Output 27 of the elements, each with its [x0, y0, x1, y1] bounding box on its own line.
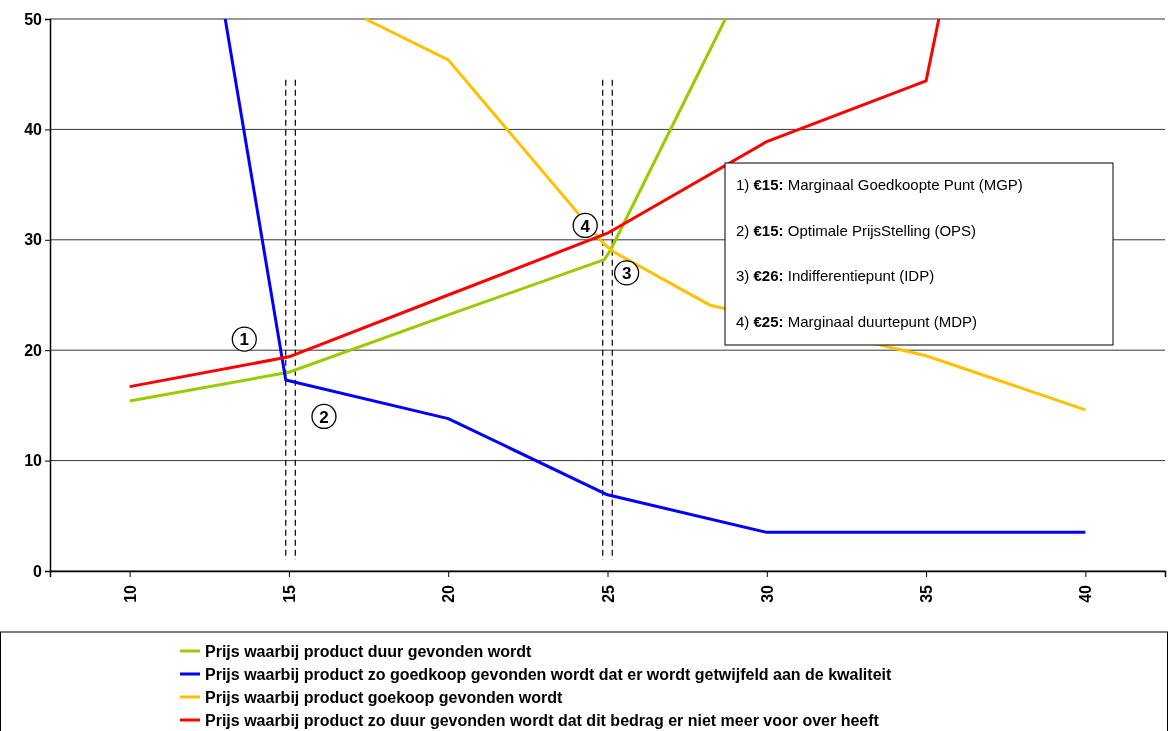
line-series: [223, 17, 1087, 534]
annotation: 3: [621, 264, 632, 284]
x-tick-label: 25: [599, 584, 617, 603]
legend-label: Prijs waarbij product zo goedkoop gevonden wordt dat er wordt getwijfeld aan de kwaliteit: [205, 665, 892, 683]
line-series: [128, 17, 727, 403]
y-tick-label: 50: [24, 10, 43, 28]
y-tick-label: 0: [33, 562, 43, 580]
x-tick-label: 15: [281, 584, 299, 603]
annotation: 3) €26: Indifferentiepunt (IDP): [736, 267, 935, 284]
annotation: 1) €15: Marginaal Goedkoopte Punt (MGP): [736, 176, 1023, 193]
y-tick-label: 30: [24, 231, 43, 249]
legend-label: Prijs waarbij product zo duur gevonden wordt dat dit bedrag er niet meer voor over heeft: [205, 711, 880, 729]
legend-label: Prijs waarbij product duur gevonden wordt: [205, 642, 532, 660]
annotation: 1: [239, 330, 250, 350]
x-tick-label: 10: [121, 584, 139, 603]
y-tick-label: 40: [24, 121, 43, 139]
annotation: 2: [319, 407, 329, 427]
y-tick-label: 20: [24, 341, 43, 359]
annotation: 4: [580, 216, 591, 236]
x-tick-label: 20: [440, 584, 458, 603]
x-tick-label: 30: [758, 584, 776, 603]
legend-label: Prijs waarbij product goekoop gevonden wordt: [205, 688, 564, 706]
x-tick-label: 35: [918, 584, 936, 603]
annotation: 4) €25: Marginaal duurtepunt (MDP): [736, 312, 977, 330]
y-tick-label: 10: [24, 452, 43, 470]
x-tick-label: 40: [1077, 584, 1095, 603]
annotation: 2) €15: Optimale PrijsStelling (OPS): [736, 221, 977, 239]
